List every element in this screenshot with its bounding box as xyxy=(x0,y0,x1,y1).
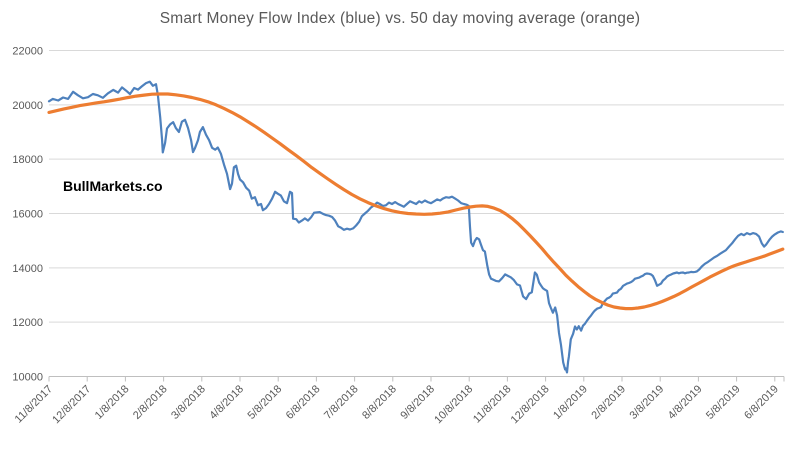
y-tick-label: 16000 xyxy=(12,209,43,221)
x-tick-label: 2/8/2018 xyxy=(131,383,170,422)
y-tick-label: 14000 xyxy=(12,263,43,275)
y-tick-label: 18000 xyxy=(12,154,43,166)
x-tick-label: 12/8/2017 xyxy=(50,383,93,426)
x-tick-label: 11/8/2017 xyxy=(13,383,56,426)
series-line-blue xyxy=(47,80,784,374)
chart-title: Smart Money Flow Index (blue) vs. 50 day… xyxy=(159,10,641,27)
x-tick-label: 8/8/2018 xyxy=(360,383,399,422)
y-axis-labels: 10000 12000 14000 16000 18000 20000 22000 xyxy=(12,46,43,384)
y-tick-label: 20000 xyxy=(12,100,43,112)
x-tick-label: 1/8/2019 xyxy=(551,383,590,422)
y-tick-label: 22000 xyxy=(12,46,43,58)
x-tick-label: 2/8/2019 xyxy=(589,383,628,422)
x-tick-label: 12/8/2018 xyxy=(509,383,552,426)
x-axis xyxy=(48,376,785,382)
x-tick-label: 1/8/2018 xyxy=(93,383,132,422)
y-tick-label: 10000 xyxy=(12,372,43,384)
x-tick-label: 7/8/2018 xyxy=(322,383,361,422)
x-tick-label: 10/8/2018 xyxy=(432,383,475,426)
x-tick-label: 6/8/2018 xyxy=(284,383,323,422)
x-tick-label: 6/8/2019 xyxy=(742,383,781,422)
x-tick-label: 4/8/2019 xyxy=(666,383,705,422)
y-tick-label: 12000 xyxy=(12,317,43,329)
x-tick-label: 5/8/2018 xyxy=(246,383,285,422)
x-tick-label: 4/8/2018 xyxy=(207,383,246,422)
x-tick-label: 5/8/2019 xyxy=(704,383,743,422)
series-group xyxy=(47,80,785,374)
x-tick-label: 11/8/2018 xyxy=(471,383,514,426)
series-line-orange xyxy=(47,92,785,311)
watermark: BullMarkets.co xyxy=(63,178,163,194)
x-tick-label: 3/8/2019 xyxy=(628,383,667,422)
x-tick-label: 3/8/2018 xyxy=(169,383,208,422)
x-tick-label: 9/8/2018 xyxy=(398,383,437,422)
